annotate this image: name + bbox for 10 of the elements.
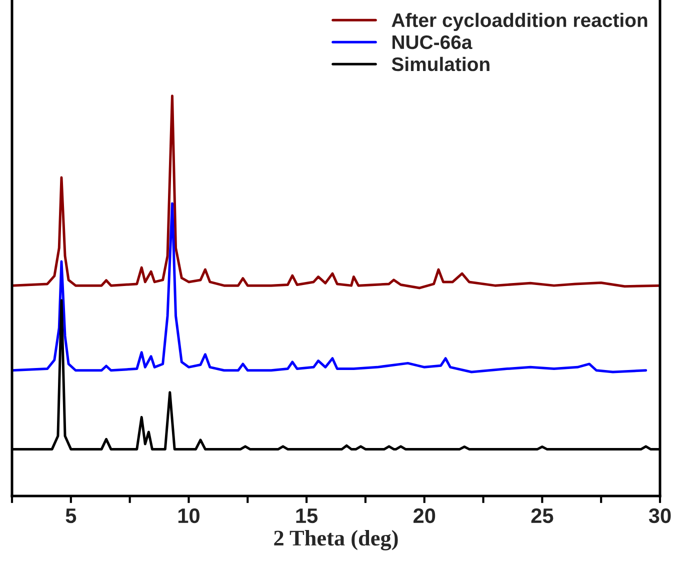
x-tick-label: 15 — [296, 508, 318, 524]
x-tick-label: 20 — [414, 508, 436, 524]
x-tick-label: 30 — [648, 508, 671, 524]
legend-label: After cycloaddition reaction — [392, 12, 648, 31]
legend-label: Simulation — [392, 56, 490, 72]
legend-label: NUC-66a — [392, 35, 472, 50]
x-tick-label: 25 — [531, 508, 554, 524]
x-axis-title: 2 Theta (deg) — [274, 530, 398, 550]
x-tick-label: 5 — [66, 508, 76, 524]
x-tick-label: 10 — [178, 508, 200, 524]
